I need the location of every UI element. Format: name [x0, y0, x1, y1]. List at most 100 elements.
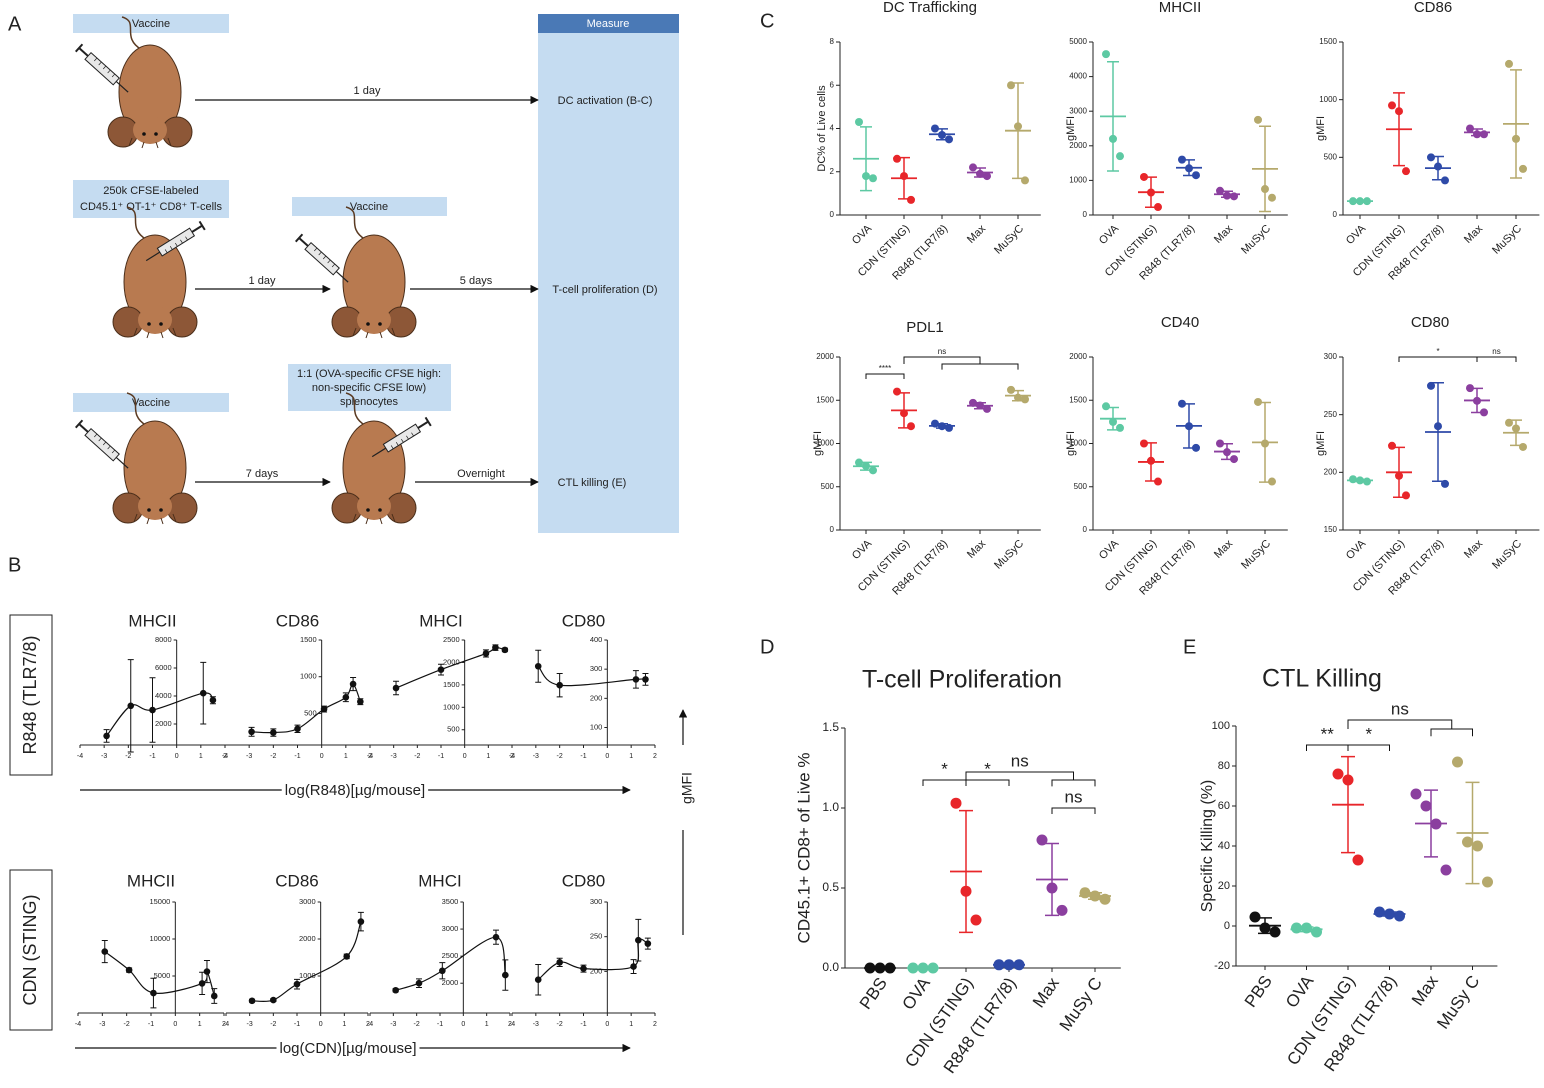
- x-tick-label: 0: [173, 1021, 177, 1028]
- splenocytes-label: 1:1 (OVA-specific CFSE high:: [297, 368, 441, 380]
- data-point: [1480, 408, 1488, 417]
- category-label: OVA: [1344, 222, 1369, 247]
- syringe-icon: [294, 233, 349, 283]
- y-axis-label: gMFI: [812, 431, 824, 456]
- data-point: [1254, 397, 1262, 406]
- syringe-plunger: [191, 224, 203, 233]
- x-tick-label: 1: [629, 753, 633, 760]
- x-tick-label: -1: [438, 753, 444, 760]
- data-point: [415, 979, 423, 987]
- data-point: [293, 980, 301, 988]
- data-point: [1482, 876, 1493, 888]
- data-point: [1332, 768, 1344, 780]
- data-point: [320, 705, 328, 713]
- y-tick-label: 0.5: [822, 880, 839, 894]
- data-point: [556, 681, 563, 689]
- syringe-handle: [198, 220, 206, 231]
- category-label: MuSyC: [1239, 538, 1273, 572]
- data-point: [862, 172, 870, 181]
- significance-label: *: [941, 759, 948, 778]
- data-point: [1140, 439, 1148, 448]
- category-label: OVA: [1097, 222, 1122, 247]
- significance-label: ns: [1065, 787, 1083, 806]
- data-point: [1109, 134, 1117, 143]
- data-point: [884, 962, 896, 974]
- y-tick-label: 1500: [1319, 37, 1337, 46]
- data-point: [1014, 393, 1022, 402]
- measure-label: CTL killing (E): [558, 477, 627, 489]
- data-point: [1356, 476, 1364, 485]
- data-point: [1349, 197, 1357, 206]
- data-point: [1269, 926, 1281, 938]
- chart-title: CD86: [1414, 0, 1452, 16]
- data-point: [209, 696, 217, 704]
- x-tick-label: -2: [125, 753, 131, 760]
- chart-title: MHCII: [128, 611, 176, 630]
- y-tick-label: 500: [1324, 152, 1338, 161]
- data-point: [642, 676, 649, 683]
- data-point: [1116, 423, 1124, 432]
- data-point: [1109, 417, 1117, 426]
- data-point: [210, 992, 218, 1000]
- data-point: [1007, 385, 1015, 394]
- x-tick-label: -2: [414, 1021, 420, 1028]
- y-tick-label: 2000: [443, 657, 460, 666]
- x-tick-label: 1: [344, 753, 348, 760]
- x-tick-label: -4: [77, 753, 83, 760]
- data-point: [392, 684, 400, 692]
- panel-label: B: [8, 554, 21, 576]
- category-label: OVA: [850, 537, 875, 562]
- mouse-feet: [133, 513, 177, 525]
- x-tick-label: -1: [437, 1021, 443, 1028]
- data-point: [635, 936, 642, 944]
- x-tick-label: -4: [367, 753, 373, 760]
- data-point: [150, 989, 157, 997]
- data-point: [1402, 167, 1410, 176]
- data-point: [1434, 162, 1442, 171]
- y-tick-label: 0: [830, 525, 835, 534]
- label-box: [288, 364, 451, 411]
- category-label: PBS: [856, 974, 891, 1013]
- panel-label: E: [1183, 636, 1196, 658]
- syringe-barrel: [84, 51, 120, 86]
- data-point: [1462, 836, 1473, 848]
- y-tick-label: 5000: [1069, 37, 1087, 46]
- data-point: [1466, 384, 1474, 393]
- y-tick-label: 0: [1224, 920, 1230, 932]
- mouse-eye: [159, 322, 163, 326]
- data-point: [1352, 854, 1364, 866]
- chart-title: PDL1: [906, 319, 944, 336]
- x-tick-label: 1: [629, 1021, 633, 1028]
- data-point: [1480, 130, 1488, 139]
- data-point: [1056, 904, 1068, 916]
- significance-label: ****: [879, 364, 891, 373]
- data-point: [1021, 176, 1029, 185]
- category-label: MuSyC: [1490, 538, 1524, 572]
- significance-label: ns: [1011, 751, 1029, 770]
- data-point: [945, 423, 953, 432]
- syringe-plunger: [298, 237, 309, 247]
- x-tick-label: -2: [270, 1021, 276, 1028]
- data-point: [556, 959, 563, 966]
- y-tick-label: 2000: [299, 934, 316, 943]
- data-point: [1441, 479, 1449, 488]
- syringe-scale: [94, 433, 116, 454]
- x-tick-label: -4: [75, 1021, 81, 1028]
- chart-title: CD80: [562, 871, 605, 890]
- significance-bracket: [1476, 356, 1517, 362]
- data-point: [874, 962, 886, 974]
- significance-bracket: [865, 373, 905, 379]
- data-point: [869, 466, 877, 475]
- data-point: [976, 401, 984, 410]
- chart-title: CD80: [562, 611, 605, 630]
- data-point: [1452, 756, 1463, 768]
- significance-bracket: [965, 779, 1010, 786]
- chart-title: MHCI: [418, 871, 461, 890]
- data-point: [632, 676, 640, 683]
- data-point: [931, 124, 939, 133]
- x-tick-label: 2: [366, 1021, 370, 1028]
- x-tick-label: -4: [509, 1021, 515, 1028]
- data-point: [1473, 396, 1481, 405]
- data-point: [1395, 107, 1403, 116]
- data-point: [1216, 186, 1224, 195]
